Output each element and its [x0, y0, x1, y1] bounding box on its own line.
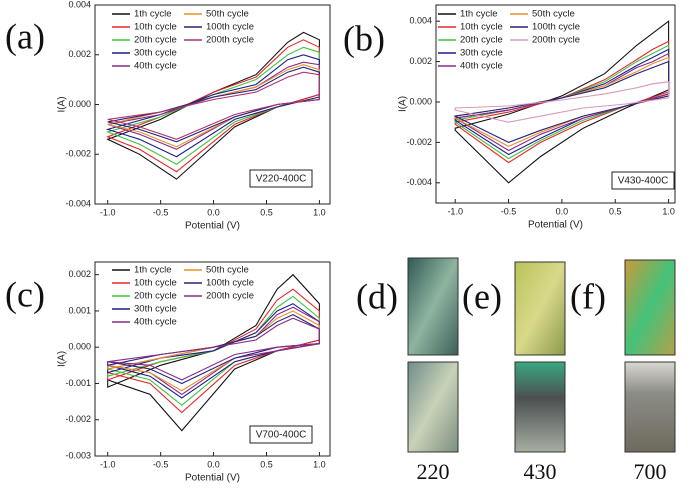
x-tick-label: 1.0	[662, 206, 675, 216]
legend-label: 10th cycle	[460, 22, 503, 33]
legend-label: 30th cycle	[134, 48, 177, 59]
y-axis-label: I(A)	[57, 351, 68, 367]
legend-label: 100th cycle	[532, 22, 580, 33]
panel-label: (b)	[343, 18, 385, 58]
annotation-box	[249, 425, 313, 444]
plot-frame	[94, 261, 331, 457]
legend-label: 40th cycle	[134, 317, 177, 328]
annotation-box	[611, 171, 675, 190]
cv-curve	[107, 66, 320, 143]
x-tick-label: 1.0	[313, 459, 326, 469]
legend-label: 40th cycle	[460, 61, 503, 72]
legend-label: 20th cycle	[134, 35, 177, 46]
y-tick-label: 0.002	[68, 269, 91, 279]
legend-label: 10th cycle	[134, 278, 177, 289]
legend-label: 10th cycle	[134, 22, 177, 33]
x-tick-label: 0.5	[609, 206, 622, 216]
legend-label: 1th cycle	[134, 9, 172, 20]
x-tick-label: -1.0	[447, 206, 463, 216]
legend-label: 50th cycle	[206, 9, 249, 20]
legend-label: 30th cycle	[134, 304, 177, 315]
y-tick-label: -0.004	[65, 198, 91, 208]
annotation: V430-400C	[618, 176, 669, 187]
legend-label: 30th cycle	[460, 48, 503, 59]
y-tick-label: -0.002	[65, 149, 91, 159]
y-tick-label: -0.002	[65, 414, 91, 424]
y-tick-label: 0.000	[409, 96, 432, 106]
panel-label: (f)	[570, 276, 606, 316]
cv-curve	[453, 60, 670, 143]
plot-frame	[435, 4, 676, 204]
y-tick-label: 0.004	[409, 16, 432, 26]
legend-label: 200th cycle	[532, 35, 580, 46]
photo-e	[514, 261, 566, 453]
photo-caption: 700	[634, 459, 667, 484]
annotation-box	[249, 169, 313, 188]
x-tick-label: -1.0	[100, 207, 116, 217]
y-tick-label: 0.002	[68, 49, 91, 59]
legend-label: 40th cycle	[134, 61, 177, 72]
y-tick-label: 0.000	[68, 342, 91, 352]
x-tick-label: -0.5	[153, 207, 169, 217]
x-tick-label: -0.5	[501, 206, 517, 216]
annotation: V220-400C	[256, 174, 307, 185]
x-tick-label: 1.0	[313, 207, 326, 217]
legend-label: 200th cycle	[206, 35, 254, 46]
photo-d	[407, 257, 459, 453]
legend-label: 20th cycle	[460, 35, 503, 46]
cv-curve	[105, 54, 320, 158]
sample-photo	[407, 361, 459, 453]
cv-curve	[107, 61, 320, 150]
y-axis-label: I(A)	[57, 96, 68, 112]
legend-label: 1th cycle	[460, 9, 498, 20]
x-axis-label: Potential (V)	[528, 220, 583, 231]
legend-label: 20th cycle	[134, 291, 177, 302]
annotation: V700-400C	[256, 430, 307, 441]
cv-curve	[107, 71, 320, 140]
x-tick-label: 0.0	[207, 459, 220, 469]
y-axis-label: I(A)	[398, 96, 409, 112]
panel-label: (c)	[5, 274, 45, 314]
x-axis-label: Potential (V)	[185, 473, 240, 484]
cv-curve	[106, 39, 320, 173]
legend-label: 100th cycle	[206, 22, 254, 33]
panel-label: (e)	[462, 276, 502, 316]
y-tick-label: 0.004	[68, 0, 91, 9]
x-axis-label: Potential (V)	[185, 221, 240, 232]
legend-label: 200th cycle	[206, 291, 254, 302]
y-tick-label: 0.001	[68, 305, 91, 315]
panel-label: (a)	[5, 16, 45, 56]
x-tick-label: 0.5	[260, 459, 273, 469]
y-tick-label: -0.002	[406, 137, 432, 147]
x-tick-label: -0.5	[153, 459, 169, 469]
y-tick-label: -0.004	[406, 177, 432, 187]
y-tick-label: -0.003	[65, 450, 91, 460]
cv-curve	[454, 81, 670, 123]
y-tick-label: 0.002	[409, 56, 432, 66]
x-tick-label: 0.0	[556, 206, 569, 216]
photo-caption: 220	[417, 459, 450, 484]
x-tick-label: -1.0	[100, 459, 116, 469]
y-tick-label: 0.000	[68, 99, 91, 109]
panel-label: (d)	[356, 276, 398, 316]
sample-photo	[624, 259, 676, 356]
x-tick-label: 0.0	[207, 207, 220, 217]
photo-caption: 430	[524, 459, 557, 484]
sample-photo	[514, 261, 566, 356]
legend-label: 1th cycle	[134, 265, 172, 276]
sample-photo	[407, 257, 459, 356]
sample-photo	[514, 361, 566, 453]
legend-label: 100th cycle	[206, 278, 254, 289]
photo-f	[624, 259, 676, 453]
cv-curve	[107, 317, 320, 381]
sample-photo	[624, 361, 676, 453]
legend-label: 50th cycle	[532, 9, 575, 20]
y-tick-label: -0.001	[65, 378, 91, 388]
legend-label: 50th cycle	[206, 265, 249, 276]
x-tick-label: 0.5	[260, 207, 273, 217]
